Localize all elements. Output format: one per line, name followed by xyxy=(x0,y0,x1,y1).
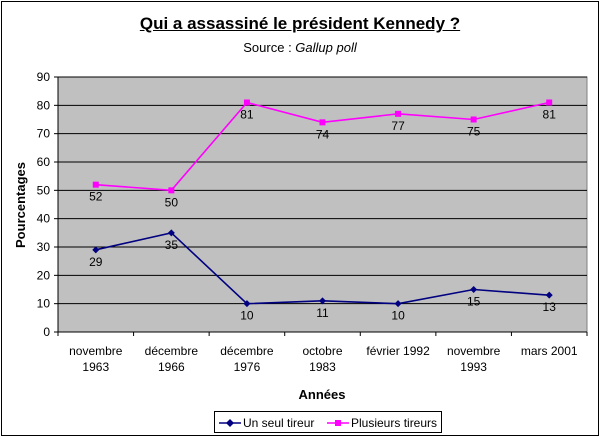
data-point-diamond xyxy=(394,300,402,308)
data-label: 15 xyxy=(467,295,481,309)
subtitle-prefix: Source : xyxy=(243,40,296,55)
y-tick-label: 30 xyxy=(37,240,51,254)
x-tick-label: mars 2001 xyxy=(521,344,578,358)
x-tick-labels: novembre 1963 décembre 1966 décembre 1976 octo… xyxy=(69,344,578,374)
x-tick-label: octobre xyxy=(302,344,342,358)
data-label: 29 xyxy=(89,255,103,269)
data-point-diamond xyxy=(167,229,175,237)
data-label: 10 xyxy=(240,309,254,323)
x-tick-label: février 1992 xyxy=(366,344,430,358)
data-point-square xyxy=(470,116,477,123)
legend-item-un-seul-tireur: Un seul tireur xyxy=(219,415,314,430)
y-tick-label: 0 xyxy=(43,325,50,339)
series-markers xyxy=(92,99,553,308)
data-label: 11 xyxy=(316,306,329,320)
legend-label-plusieurs-tireurs: Plusieurs tireurs xyxy=(351,415,438,430)
gridlines xyxy=(58,76,587,305)
chart-title: Qui a assassiné le président Kennedy ? xyxy=(139,14,461,33)
data-label: 13 xyxy=(543,300,557,314)
data-point-square xyxy=(319,119,326,126)
data-label: 74 xyxy=(316,127,330,141)
y-tick-label: 90 xyxy=(37,70,51,84)
data-label: 75 xyxy=(467,125,481,139)
y-tick-label: 20 xyxy=(37,268,51,282)
x-tick-label: 1976 xyxy=(234,360,261,374)
legend: Un seul tireur Plusieurs tireurs xyxy=(214,411,442,433)
data-point-diamond xyxy=(545,291,553,299)
chart-subtitle: Source : Gallup poll xyxy=(0,40,600,55)
legend-swatch-square-icon xyxy=(327,417,349,429)
data-label: 81 xyxy=(240,108,254,122)
x-tick-label: 1983 xyxy=(309,360,336,374)
x-tick-label: 1966 xyxy=(158,360,185,374)
data-point-diamond xyxy=(92,246,100,254)
data-label: 81 xyxy=(543,108,557,122)
subtitle-source: Gallup poll xyxy=(295,40,357,55)
data-point-square xyxy=(92,181,99,188)
x-tick-label: décembre xyxy=(220,344,274,358)
data-label: 50 xyxy=(165,195,179,209)
data-point-square xyxy=(395,110,402,117)
data-label: 52 xyxy=(89,190,103,204)
legend-label-un-seul-tireur: Un seul tireur xyxy=(243,415,315,430)
data-point-square xyxy=(546,99,553,106)
legend-swatch-diamond-icon xyxy=(219,417,241,429)
y-tick-label: 70 xyxy=(37,127,51,141)
data-point-diamond xyxy=(243,300,251,308)
data-point-diamond xyxy=(470,286,478,293)
x-tick-label: 1993 xyxy=(460,360,487,374)
y-tick-label: 50 xyxy=(37,183,51,197)
y-tick-labels: 0 10 20 30 40 50 60 70 80 90 xyxy=(37,70,51,339)
x-tick-label: novembre xyxy=(447,344,501,358)
data-label: 77 xyxy=(391,119,405,133)
data-point-square xyxy=(243,99,250,106)
x-axis-label: Années xyxy=(299,387,346,402)
y-axis-label: Pourcentages xyxy=(13,162,28,248)
y-tick-label: 80 xyxy=(37,98,51,112)
data-point-diamond xyxy=(319,297,326,305)
x-tick-label: décembre xyxy=(145,344,199,358)
y-tick-label: 60 xyxy=(37,155,51,169)
legend-item-plusieurs-tireurs: Plusieurs tireurs xyxy=(327,415,437,430)
x-tick-label: 1963 xyxy=(82,360,109,374)
x-tick-label: novembre xyxy=(69,344,123,358)
axes xyxy=(54,76,588,336)
data-labels: 29 35 10 11 10 15 13 52 50 81 74 77 75 81 xyxy=(89,108,556,323)
data-label: 10 xyxy=(391,309,405,323)
y-tick-label: 10 xyxy=(37,297,51,311)
y-tick-label: 40 xyxy=(37,212,51,226)
data-label: 35 xyxy=(165,238,179,252)
plot-area xyxy=(57,76,588,333)
data-point-square xyxy=(168,187,175,194)
